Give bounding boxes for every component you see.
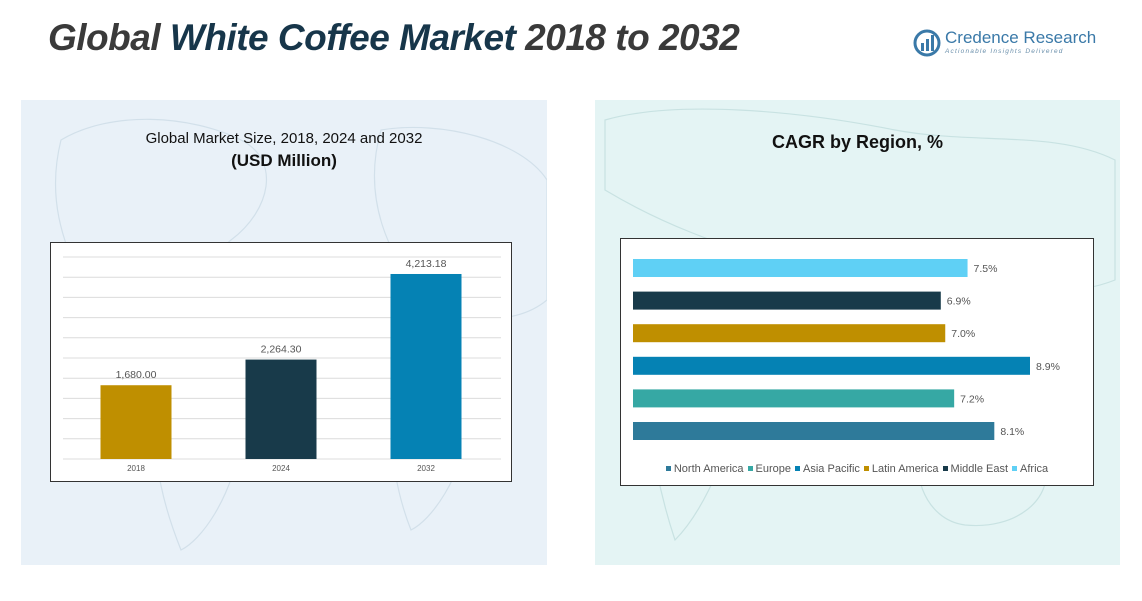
legend-swatch (747, 465, 753, 471)
x-tick-label: 2032 (417, 464, 435, 473)
bar-value-label: 7.2% (960, 393, 984, 405)
legend-label: North America (673, 463, 744, 475)
market-size-chart: 1,680.00 2018 2,264.30 2024 4,213.18 2032 (50, 242, 512, 482)
legend-label: Asia Pacific (803, 463, 860, 475)
cagr-chart: 7.5% 6.9% 7.0% 8.9% 7.2% 8.1% North America Eu… (620, 238, 1094, 486)
legend-swatch (665, 465, 671, 471)
bar-value-label: 1,680.00 (116, 369, 157, 381)
logo-tagline: Actionable Insights Delivered (945, 48, 1064, 55)
bar-europe (633, 389, 955, 408)
brand-logo: Credence Research Actionable Insights De… (913, 28, 1103, 62)
legend-item: Latin America (863, 463, 939, 475)
legend-item: North America (665, 463, 744, 475)
title-prefix: Global (48, 17, 170, 58)
logo-name: Credence Research (945, 28, 1097, 47)
bar-latin-america (633, 324, 946, 343)
legend-item: Middle East (942, 463, 1009, 475)
bar-value-label: 2,264.30 (261, 344, 302, 356)
title-market-name: White Coffee Market (169, 17, 516, 58)
cagr-legend: North America Europe Asia Pacific Latin Ame… (621, 463, 1093, 475)
legend-item: Asia Pacific (795, 463, 860, 475)
legend-swatch (795, 465, 801, 471)
market-chart-subtitle: (USD Million) (231, 151, 337, 170)
market-chart-title: Global Market Size, 2018, 2024 and 2032 (145, 130, 423, 147)
legend-item: Europe (747, 463, 792, 475)
bar-value-label: 4,213.18 (406, 258, 447, 270)
legend-swatch (1012, 465, 1018, 471)
title-year-range: 2018 to 2032 (515, 17, 740, 58)
bar-middle-east (633, 291, 941, 310)
market-size-bar-chart: 1,680.00 2018 2,264.30 2024 4,213.18 2032 (63, 256, 501, 473)
bar-africa (633, 259, 968, 277)
cagr-chart-title: CAGR by Region, % (771, 132, 943, 152)
legend-swatch (863, 465, 869, 471)
bar-value-label: 6.9% (947, 296, 971, 308)
bar-value-label: 8.9% (1036, 361, 1060, 373)
bar-value-label: 7.0% (951, 328, 975, 340)
legend-item: Africa (1012, 463, 1048, 475)
bar-north-america (633, 422, 995, 440)
legend-label: Latin America (871, 463, 939, 475)
bar-asia-pacific (633, 356, 1030, 375)
bar-value-label: 7.5% (974, 263, 998, 275)
bar-value-label: 8.1% (1000, 426, 1024, 438)
legend-label: Europe (755, 463, 792, 475)
cagr-bar-chart: 7.5% 6.9% 7.0% 8.9% 7.2% 8.1% (633, 259, 1060, 440)
legend-label: Middle East (950, 463, 1009, 475)
legend-label: Africa (1020, 463, 1049, 475)
x-tick-label: 2024 (272, 464, 290, 473)
x-tick-label: 2018 (127, 464, 145, 473)
bar-2024 (245, 359, 317, 459)
bar-2032 (390, 273, 462, 459)
logo-mark-icon (913, 29, 941, 57)
bar-2018 (100, 385, 172, 459)
legend-swatch (942, 465, 948, 471)
page-title: Global White Coffee Market 2018 to 2032 (48, 14, 740, 62)
